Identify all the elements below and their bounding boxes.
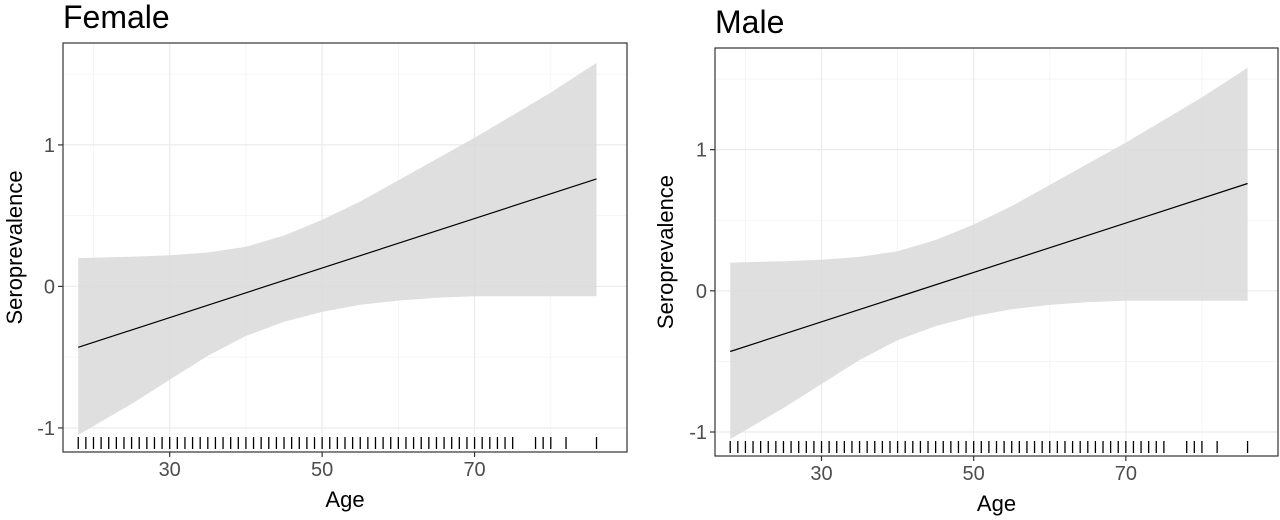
chart-panel-2: 30 50 70 -1 0 1 Male Age Seroprevalence <box>653 4 1279 516</box>
chart-title: Female <box>63 0 170 35</box>
rug <box>729 441 1249 453</box>
y-axis-title: Seroprevalence <box>2 170 27 324</box>
x-tick-label: 30 <box>810 463 832 485</box>
x-tick-label: 30 <box>159 459 181 481</box>
confidence-band <box>730 67 1248 440</box>
y-tick-label: 1 <box>44 135 55 157</box>
x-axis-title: Age <box>325 487 364 512</box>
confidence-band <box>78 62 597 436</box>
x-axis-title: Age <box>977 491 1016 516</box>
y-tick-label: 0 <box>44 276 55 298</box>
fit-line <box>730 182 1248 353</box>
y-tick-label: -1 <box>37 418 55 440</box>
x-tick-label: 50 <box>963 463 985 485</box>
panel-border <box>62 42 628 453</box>
y-tick-label: 0 <box>696 281 707 303</box>
fit-line <box>78 178 597 348</box>
x-tick-label: 70 <box>463 459 485 481</box>
chart-panel-1: 30 50 70 -1 0 1 Female Age Seroprevalence <box>2 0 628 512</box>
x-tick-label: 70 <box>1115 463 1137 485</box>
panel-border <box>714 47 1279 457</box>
y-axis-title: Seroprevalence <box>653 175 678 329</box>
rug <box>77 437 598 449</box>
chart-title: Male <box>715 4 784 40</box>
y-tick-label: -1 <box>689 422 707 444</box>
y-tick-label: 1 <box>696 140 707 162</box>
x-tick-label: 50 <box>311 459 333 481</box>
